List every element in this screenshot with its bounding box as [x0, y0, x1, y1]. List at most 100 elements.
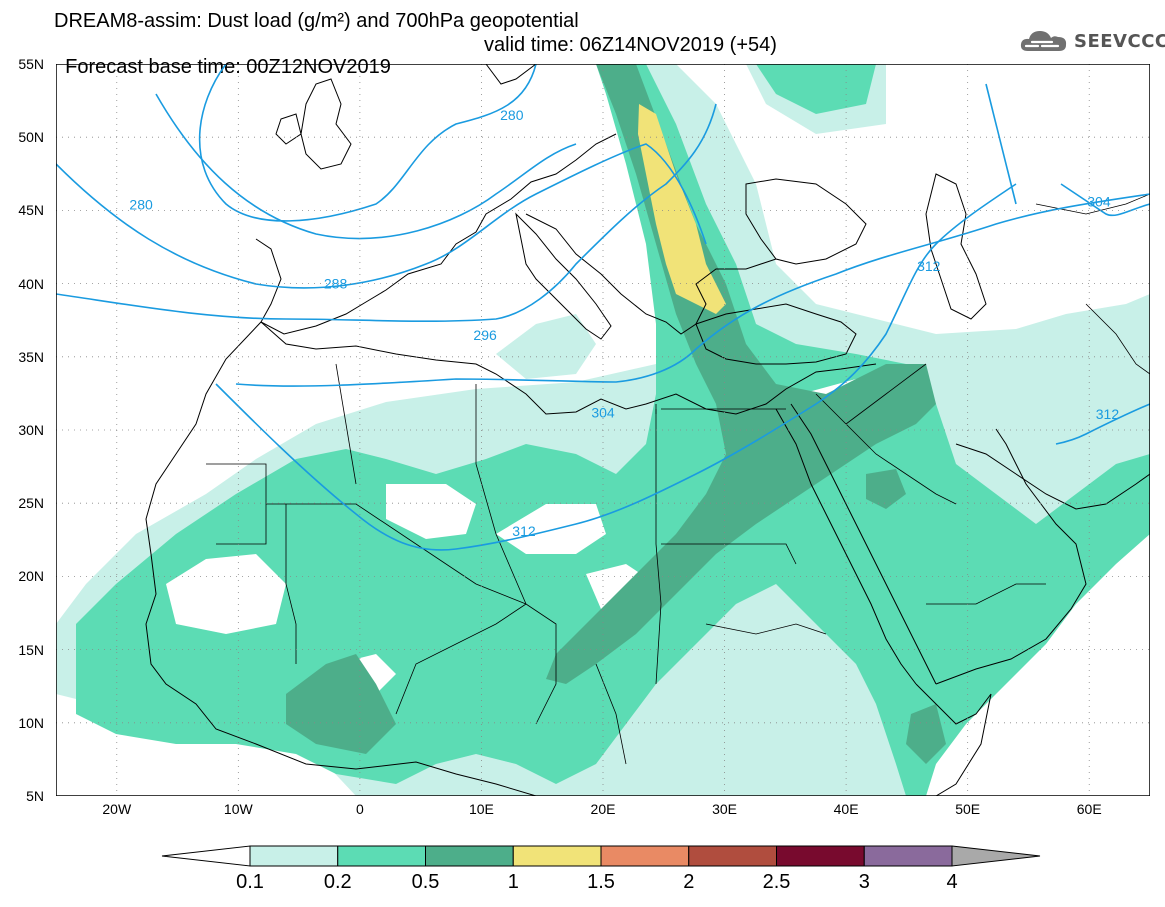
logo-text: SEEVCCC [1074, 30, 1165, 52]
colorbar-label: 1.5 [587, 871, 615, 893]
coastline-red-sea [775, 403, 937, 685]
dust-load-map: 280 280 288 296 304 304 312 312 312 [55, 63, 1151, 797]
colorbar-segment [863, 845, 953, 867]
contour-label: 280 [500, 107, 524, 123]
border-line [395, 603, 527, 715]
map-title: DREAM8-assim: Dust load (g/m²) and 700hP… [54, 10, 579, 32]
contour-304 [235, 193, 1150, 387]
colorbar-segment [512, 845, 602, 867]
dust-area-dark [286, 654, 396, 754]
coastline-west-africa [145, 321, 537, 796]
map-subtitle: Forecast base time: 00Z12NOV2019 valid t… [54, 34, 777, 100]
colorbar-label: 4 [946, 871, 958, 893]
border-line [595, 663, 627, 765]
coastline-balkans [525, 213, 777, 335]
longitude-label: 40E [833, 801, 859, 817]
latitude-label: 35N [18, 348, 44, 365]
border-line [475, 384, 527, 605]
colorbar-segment [688, 845, 777, 867]
border-line [266, 503, 527, 605]
longitude-label: 20E [590, 801, 616, 817]
border-line [815, 393, 957, 505]
longitude-label: 0 [355, 801, 364, 817]
colorbar-segment [776, 845, 865, 867]
contour-label: 304 [591, 404, 615, 420]
geopotential-contours [56, 64, 1150, 551]
coastline-iberia-africa [260, 321, 877, 415]
coastline-europe [255, 133, 617, 335]
border-line [655, 408, 786, 414]
dust-area-dark [546, 64, 936, 684]
contour-labels: 280 280 288 296 304 304 312 312 312 [129, 107, 1120, 539]
coastlines [145, 64, 1150, 796]
border-line [525, 603, 557, 725]
dust-free-area [496, 504, 606, 554]
coastline-arabia [935, 428, 1087, 685]
longitude-label: 20W [102, 801, 132, 817]
colorbar-label: 0.1 [236, 871, 264, 893]
contour-304 [1060, 183, 1150, 217]
longitude-label: 10E [468, 801, 494, 817]
contour-near-312 [985, 83, 1017, 205]
coastline-caspian [925, 173, 987, 320]
latitude-label: 5N [26, 788, 44, 804]
longitude-label: 60E [1076, 801, 1102, 817]
cloud-icon [1020, 31, 1067, 51]
contour-312 [1055, 403, 1150, 445]
colorbar-label: 3 [858, 871, 870, 893]
forecast-base-time: Forecast base time: 00Z12NOV2019 [65, 56, 391, 78]
latitude-label: 30N [18, 422, 44, 438]
latitude-label: 45N [18, 202, 44, 219]
border-line [661, 543, 797, 565]
border-line [285, 504, 297, 664]
latitude-label: 50N [18, 129, 44, 146]
contour-label: 312 [1096, 406, 1120, 422]
coastline-anatolia [695, 303, 857, 365]
dust-load-colorbar [161, 845, 1041, 867]
colorbar-label: 1 [507, 871, 519, 893]
latitude-label: 40N [18, 275, 44, 292]
colorbar-segment [425, 845, 514, 867]
dust-area-dark [866, 469, 906, 509]
contour-label: 312 [917, 258, 941, 274]
longitude-label: 10W [223, 801, 253, 817]
borders [206, 193, 1150, 765]
longitude-label: 30E [712, 801, 738, 817]
longitude-label: 50E [955, 801, 981, 817]
contour-label: 304 [1087, 194, 1111, 210]
contour-296 [56, 103, 717, 323]
dust-area-medium [76, 64, 1150, 796]
contour-280 [198, 64, 537, 222]
coastline-british-isles [275, 78, 352, 170]
colorbar-label: 0.2 [323, 871, 352, 893]
border-line [705, 623, 827, 635]
colorbar-segment [600, 845, 690, 867]
coastline-scandinavia [485, 64, 537, 85]
dust-area-light [496, 314, 596, 379]
dust-area-dark [906, 704, 946, 764]
coastline-horn-africa [915, 683, 992, 796]
latitude-label: 25N [18, 495, 44, 512]
border-line [926, 583, 1046, 605]
colorbar-segment [337, 845, 426, 867]
coastline-black-sea [745, 178, 867, 265]
latitude-label: 10N [18, 714, 44, 731]
border-line [845, 363, 927, 425]
colorbar-max-arrow [951, 845, 1041, 867]
border-line [335, 363, 357, 485]
colorbar-label: 2 [683, 871, 695, 893]
latitude-label: 15N [18, 641, 44, 658]
coastline-persian-gulf [955, 443, 1150, 510]
contour-label: 312 [512, 523, 536, 539]
latitude-label: 20N [18, 568, 44, 585]
border-line [655, 404, 662, 685]
colorbar-label: 0.5 [411, 871, 440, 893]
valid-time: valid time: 06Z14NOV2019 (+54) [484, 34, 777, 56]
dust-free-area [386, 484, 476, 539]
dust-free-area [166, 554, 286, 634]
colorbar-min-arrow [161, 845, 251, 867]
colorbar-segment [249, 845, 339, 867]
coastline-italy [515, 212, 612, 340]
contour-label: 296 [473, 327, 497, 343]
border-line [1085, 303, 1150, 375]
